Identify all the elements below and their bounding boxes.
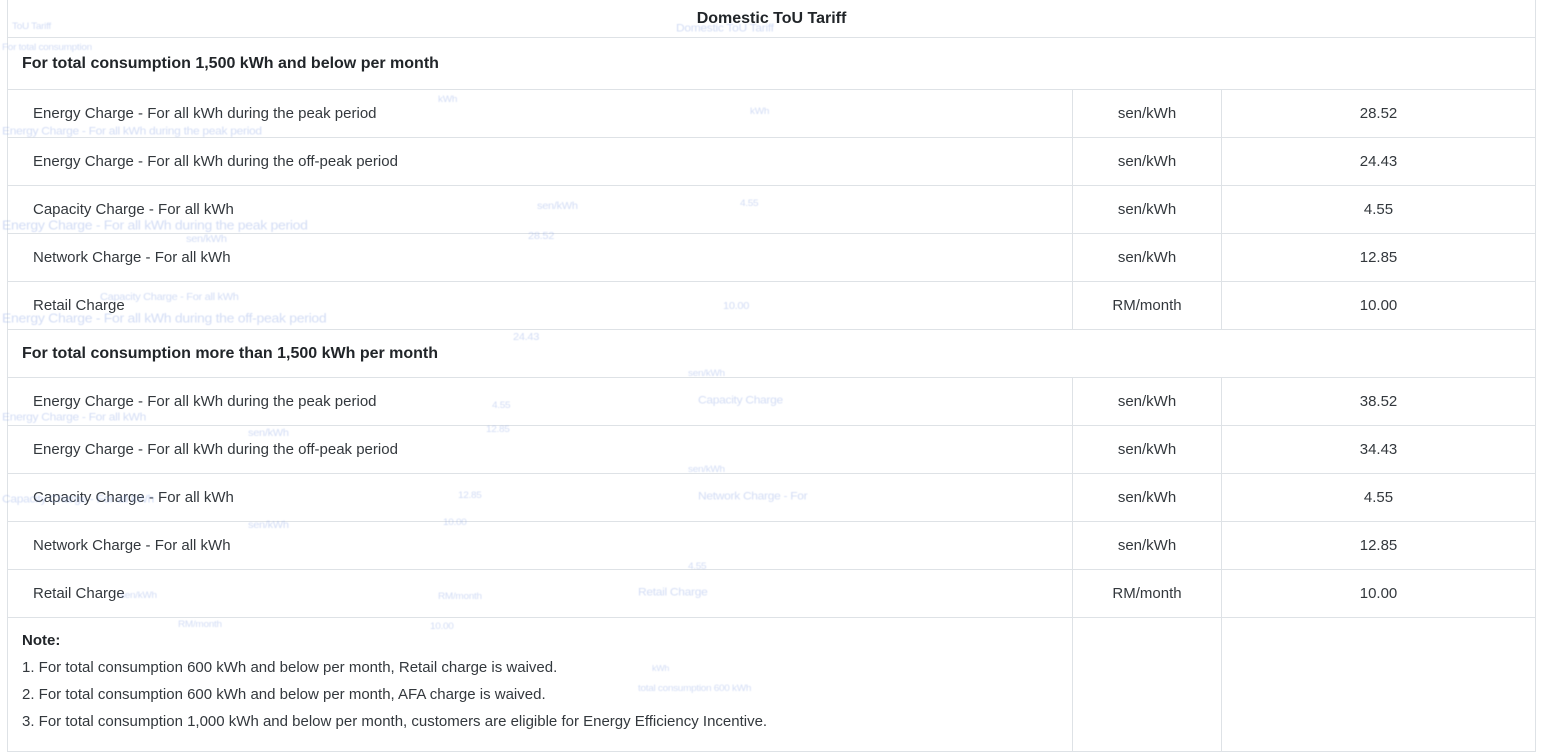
charge-label: Energy Charge - For all kWh during the p…: [7, 89, 1073, 138]
note-item-3: 3. For total consumption 1,000 kWh and b…: [22, 713, 768, 730]
note-empty-unit-cell: [1072, 617, 1222, 752]
note-cell: Note: 1. For total consumption 600 kWh a…: [7, 617, 1073, 752]
table-row: Energy Charge - For all kWh during the p…: [7, 89, 1537, 138]
charge-label: Energy Charge - For all kWh during the o…: [7, 137, 1073, 186]
unit-cell: sen/kWh: [1072, 377, 1222, 426]
unit-cell: sen/kWh: [1072, 473, 1222, 522]
table-row: Retail Charge RM/month 10.00: [7, 569, 1537, 618]
unit-cell: sen/kWh: [1072, 137, 1222, 186]
charge-label: Retail Charge: [7, 569, 1073, 618]
unit-cell: RM/month: [1072, 569, 1222, 618]
charge-label: Energy Charge - For all kWh during the p…: [7, 377, 1073, 426]
unit-cell: RM/month: [1072, 281, 1222, 330]
section-1-header-row: For total consumption 1,500 kWh and belo…: [6, 37, 1537, 90]
tariff-table: Domestic ToU Tariff For total consumptio…: [6, 0, 1537, 752]
title-row: Domestic ToU Tariff: [6, 0, 1537, 38]
table-row: Network Charge - For all kWh sen/kWh 12.…: [7, 233, 1537, 282]
table-row: Retail Charge RM/month 10.00: [7, 281, 1537, 330]
charge-label: Energy Charge - For all kWh during the o…: [7, 425, 1073, 474]
value-cell: 12.85: [1220, 521, 1537, 570]
note-item-1: 1. For total consumption 600 kWh and bel…: [22, 659, 558, 676]
value-cell: 24.43: [1220, 137, 1537, 186]
section-2-header-row: For total consumption more than 1,500 kW…: [6, 329, 1537, 378]
table-row: Energy Charge - For all kWh during the o…: [7, 137, 1537, 186]
table-row: Capacity Charge - For all kWh sen/kWh 4.…: [7, 185, 1537, 234]
value-cell: 10.00: [1220, 281, 1537, 330]
charge-label: Network Charge - For all kWh: [7, 233, 1073, 282]
note-row: Note: 1. For total consumption 600 kWh a…: [7, 617, 1537, 752]
value-cell: 38.52: [1220, 377, 1537, 426]
charge-label: Capacity Charge - For all kWh: [7, 185, 1073, 234]
section-header: For total consumption 1,500 kWh and belo…: [6, 37, 1537, 90]
unit-cell: sen/kWh: [1072, 89, 1222, 138]
unit-cell: sen/kWh: [1072, 425, 1222, 474]
unit-cell: sen/kWh: [1072, 233, 1222, 282]
note-empty-value-cell: [1220, 617, 1537, 752]
table-row: Capacity Charge - For all kWh sen/kWh 4.…: [7, 473, 1537, 522]
charge-label: Capacity Charge - For all kWh: [7, 473, 1073, 522]
value-cell: 12.85: [1220, 233, 1537, 282]
value-cell: 4.55: [1220, 473, 1537, 522]
page-title: Domestic ToU Tariff: [6, 0, 1537, 38]
unit-cell: sen/kWh: [1072, 521, 1222, 570]
table-row: Energy Charge - For all kWh during the o…: [7, 425, 1537, 474]
table-row: Energy Charge - For all kWh during the p…: [7, 377, 1537, 426]
value-cell: 4.55: [1220, 185, 1537, 234]
value-cell: 34.43: [1220, 425, 1537, 474]
note-heading: Note:: [22, 632, 61, 649]
unit-cell: sen/kWh: [1072, 185, 1222, 234]
note-item-2: 2. For total consumption 600 kWh and bel…: [22, 686, 546, 703]
value-cell: 10.00: [1220, 569, 1537, 618]
value-cell: 28.52: [1220, 89, 1537, 138]
charge-label: Retail Charge: [7, 281, 1073, 330]
charge-label: Network Charge - For all kWh: [7, 521, 1073, 570]
table-row: Network Charge - For all kWh sen/kWh 12.…: [7, 521, 1537, 570]
section-header: For total consumption more than 1,500 kW…: [6, 329, 1537, 378]
